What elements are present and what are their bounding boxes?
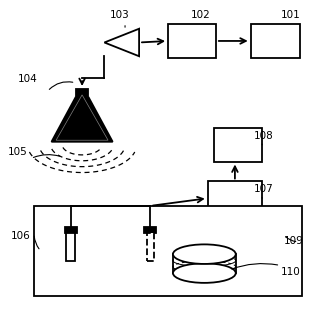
Bar — [146, 233, 154, 261]
Bar — [144, 227, 156, 233]
Text: 109: 109 — [284, 236, 303, 246]
Bar — [34, 206, 302, 296]
Bar — [214, 128, 262, 162]
Text: 108: 108 — [254, 131, 274, 141]
Text: 103: 103 — [110, 10, 130, 20]
Text: 105: 105 — [8, 147, 28, 157]
Bar — [168, 24, 216, 58]
Text: 107: 107 — [254, 184, 274, 194]
Text: 104: 104 — [18, 74, 37, 84]
Bar — [208, 181, 262, 215]
Text: 101: 101 — [280, 10, 300, 20]
Bar — [65, 227, 77, 233]
Ellipse shape — [173, 263, 236, 283]
Text: 106: 106 — [11, 231, 31, 241]
Polygon shape — [51, 97, 113, 142]
Bar — [76, 89, 88, 97]
Text: 110: 110 — [280, 267, 300, 276]
Polygon shape — [56, 95, 108, 140]
Bar — [66, 233, 76, 261]
Text: 102: 102 — [191, 10, 211, 20]
Bar — [251, 24, 300, 58]
Ellipse shape — [173, 244, 236, 264]
Polygon shape — [104, 29, 139, 56]
